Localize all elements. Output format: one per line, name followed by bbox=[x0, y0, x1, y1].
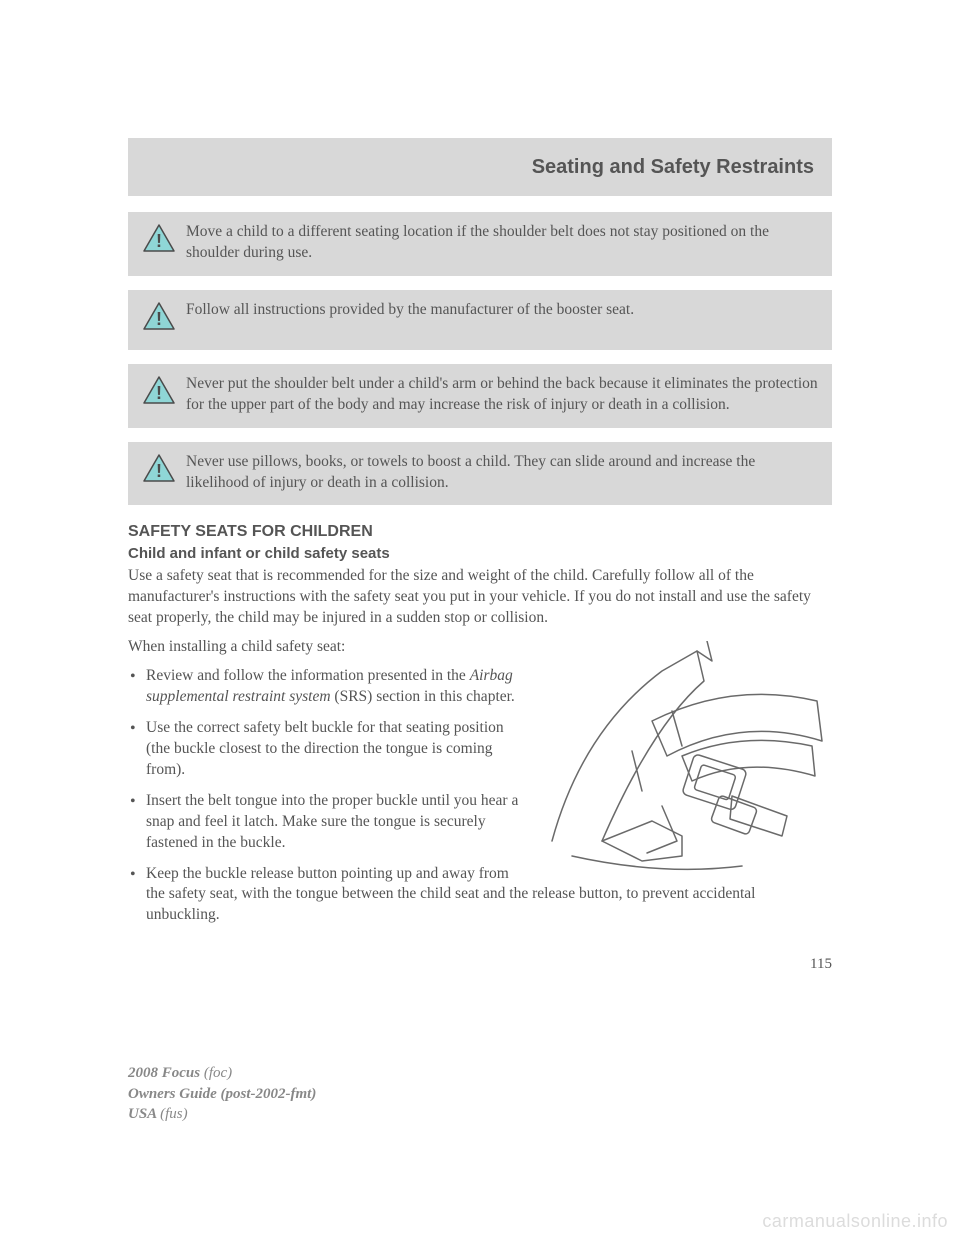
warning-icon: ! bbox=[142, 375, 176, 412]
svg-text:!: ! bbox=[156, 231, 162, 251]
warning-box: ! Follow all instructions provided by th… bbox=[128, 290, 832, 350]
footer-block: 2008 Focus (foc) Owners Guide (post-2002… bbox=[128, 1063, 316, 1124]
list-item: Review and follow the information presen… bbox=[128, 666, 832, 708]
bullet-text-pre: Review and follow the information presen… bbox=[146, 667, 470, 684]
bullet-list: Review and follow the information presen… bbox=[128, 666, 832, 926]
svg-text:!: ! bbox=[156, 309, 162, 329]
footer-line: 2008 Focus (foc) bbox=[128, 1063, 316, 1083]
section-heading: SAFETY SEATS FOR CHILDREN bbox=[128, 523, 832, 541]
warning-icon: ! bbox=[142, 453, 176, 490]
footer-code: (fus) bbox=[160, 1106, 188, 1122]
footer-code: (foc) bbox=[204, 1065, 232, 1081]
warning-box: ! Never use pillows, books, or towels to… bbox=[128, 442, 832, 506]
footer-line: Owners Guide (post-2002-fmt) bbox=[128, 1084, 316, 1104]
list-item: Keep the buckle release button pointing … bbox=[128, 864, 832, 927]
page-number: 115 bbox=[128, 956, 832, 973]
bullet-text-pre: Insert the belt tongue into the proper b… bbox=[146, 792, 518, 851]
chapter-title: Seating and Safety Restraints bbox=[532, 156, 814, 179]
svg-text:!: ! bbox=[156, 383, 162, 403]
warning-text: Never use pillows, books, or towels to b… bbox=[142, 452, 818, 494]
manual-page: Seating and Safety Restraints ! Move a c… bbox=[0, 0, 960, 973]
chapter-header-band: Seating and Safety Restraints bbox=[128, 138, 832, 196]
section-sub-heading: Child and infant or child safety seats bbox=[128, 545, 832, 562]
warning-text: Move a child to a different seating loca… bbox=[142, 222, 818, 264]
footer-model: 2008 Focus bbox=[128, 1065, 204, 1081]
watermark: carmanualsonline.info bbox=[762, 1211, 948, 1232]
footer-line: USA (fus) bbox=[128, 1104, 316, 1124]
content-region: When installing a child safety seat: Rev… bbox=[128, 637, 832, 936]
bullet-text-pre: Use the correct safety belt buckle for t… bbox=[146, 719, 504, 778]
list-item: Use the correct safety belt buckle for t… bbox=[128, 718, 832, 781]
list-item: Insert the belt tongue into the proper b… bbox=[128, 791, 832, 854]
warning-icon: ! bbox=[142, 223, 176, 260]
warning-box: ! Never put the shoulder belt under a ch… bbox=[128, 364, 832, 428]
warning-text: Follow all instructions provided by the … bbox=[142, 300, 818, 321]
warning-box: ! Move a child to a different seating lo… bbox=[128, 212, 832, 276]
bullet-text-pre: Keep the buckle release button pointing … bbox=[146, 865, 755, 924]
footer-guide: Owners Guide (post-2002-fmt) bbox=[128, 1086, 316, 1102]
footer-region: USA bbox=[128, 1106, 160, 1122]
bullet-text-post: (SRS) section in this chapter. bbox=[331, 688, 515, 705]
svg-text:!: ! bbox=[156, 461, 162, 481]
warning-icon: ! bbox=[142, 301, 176, 338]
warning-text: Never put the shoulder belt under a chil… bbox=[142, 374, 818, 416]
intro-paragraph: Use a safety seat that is recommended fo… bbox=[128, 566, 832, 629]
